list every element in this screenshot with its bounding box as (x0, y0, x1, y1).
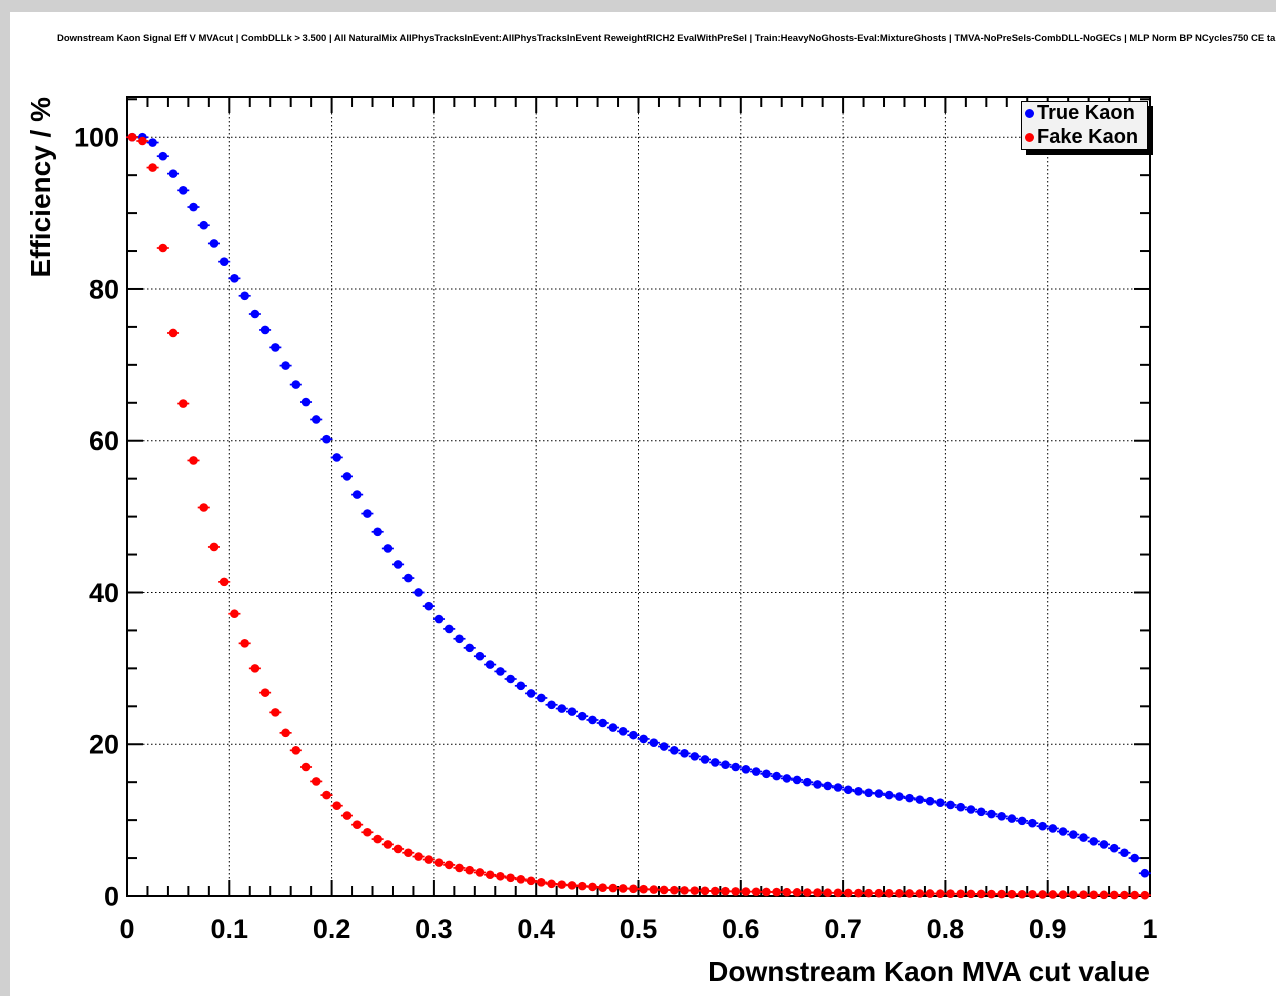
legend-label-true-kaon: True Kaon (1037, 102, 1135, 125)
axis-labels: 0 0.1 0.2 0.3 0.4 0.5 0.6 0.7 0.8 0.9 1 0 20 40 60 80 10… (25, 97, 1158, 987)
x-axis-title: Downstream Kaon MVA cut value (708, 956, 1150, 987)
x-tick-label: 0.8 (927, 914, 965, 944)
legend-entry-fake-kaon: Fake Kaon (1025, 126, 1147, 149)
y-tick-label: 80 (89, 274, 119, 304)
x-tick-label: 0.9 (1029, 914, 1067, 944)
fake-kaon-marker-icon (1025, 132, 1034, 142)
y-tick-label: 40 (89, 578, 119, 608)
plot-title: Downstream Kaon Signal Eff V MVAcut | Co… (57, 33, 1276, 44)
y-axis-title: Efficiency / % (25, 97, 56, 278)
x-tick-label: 0.1 (211, 914, 249, 944)
true-kaon-marker-icon (1025, 109, 1034, 119)
y-tick-label: 0 (104, 882, 119, 912)
x-tick-label: 0.5 (620, 914, 658, 944)
x-tick-label: 0.2 (313, 914, 351, 944)
axis-ticks (126, 97, 1151, 897)
legend-label-fake-kaon: Fake Kaon (1037, 125, 1139, 148)
x-tick-label: 0.7 (824, 914, 862, 944)
legend-entry-true-kaon: True Kaon (1025, 102, 1147, 125)
y-tick-label: 60 (89, 426, 119, 456)
plot-frame (126, 96, 1151, 897)
x-tick-label: 0.6 (722, 914, 760, 944)
x-tick-label: 0.3 (415, 914, 453, 944)
x-tick-label: 0.4 (517, 914, 555, 944)
x-tick-label: 1 (1142, 914, 1157, 944)
series-fake-kaon (126, 132, 1151, 900)
legend: True Kaon Fake Kaon (1021, 101, 1148, 150)
canvas-border-left (0, 0, 10, 996)
gridlines (127, 97, 1150, 896)
y-tick-label: 100 (74, 123, 119, 153)
x-tick-label: 0 (119, 914, 134, 944)
y-tick-label: 20 (89, 730, 119, 760)
series-true-kaon (126, 132, 1151, 878)
canvas-border-top (0, 0, 1276, 12)
